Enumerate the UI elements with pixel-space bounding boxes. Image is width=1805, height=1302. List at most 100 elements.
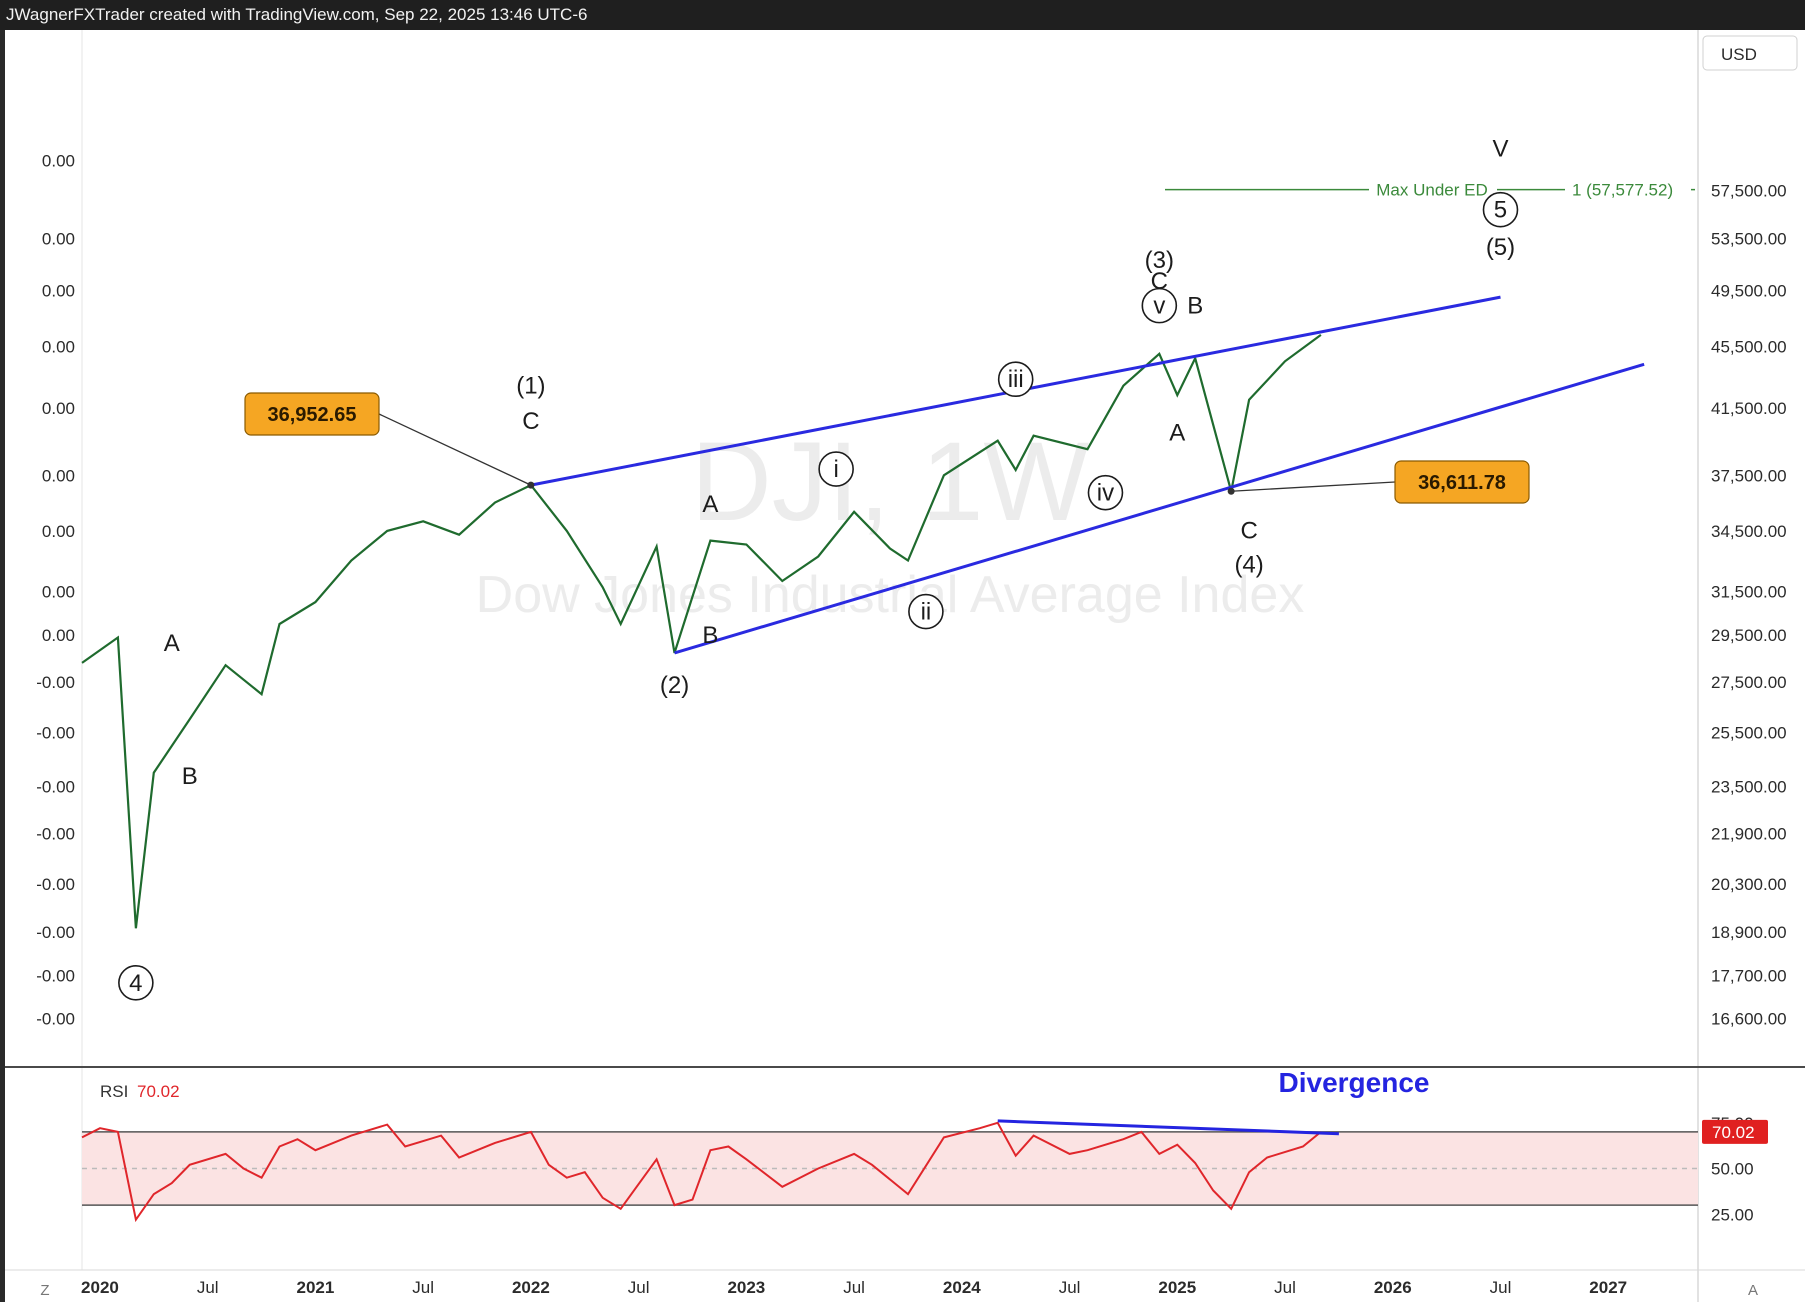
callout-anchor bbox=[527, 481, 535, 489]
left-tick-label: 0.00 bbox=[42, 522, 75, 541]
price-tick-label: 18,900.00 bbox=[1711, 923, 1787, 942]
price-chart[interactable]: DJI, 1W Dow Jones Industrial Average Ind… bbox=[5, 30, 1805, 1302]
price-callouts: 36,952.65 36,611.78 bbox=[244, 392, 1530, 504]
left-tick-label: 0.00 bbox=[42, 152, 75, 171]
wave-label: (3) bbox=[1145, 247, 1174, 274]
callout-anchor bbox=[1227, 487, 1235, 495]
price-tick-label: 27,500.00 bbox=[1711, 673, 1787, 692]
price-tick-label: 17,700.00 bbox=[1711, 967, 1787, 986]
rsi-band bbox=[82, 1131, 1698, 1206]
price-tick-label: 23,500.00 bbox=[1711, 778, 1787, 797]
price-tick-label: 16,600.00 bbox=[1711, 1009, 1787, 1028]
max-under-ed-value: 1 (57,577.52) bbox=[1572, 181, 1673, 200]
rsi-value-tag-text: 70.02 bbox=[1712, 1123, 1755, 1142]
time-tick-label: 2024 bbox=[943, 1278, 981, 1297]
price-axis[interactable]: 57,500.00 53,500.00 49,500.00 45,500.00 41,5… bbox=[1711, 182, 1787, 1225]
wave-label-circle bbox=[997, 361, 1034, 398]
wave-label: iv bbox=[1097, 480, 1114, 507]
time-axis[interactable]: 2020 Jul 2021 Jul 2022 Jul 2023 Jul 2024 Jul 2025 J… bbox=[81, 1278, 1627, 1297]
wave-label: A bbox=[1169, 420, 1185, 447]
wave-label: A bbox=[702, 491, 718, 518]
price-callout[interactable] bbox=[1394, 460, 1530, 504]
left-tick-label: 0.00 bbox=[42, 399, 75, 418]
left-tick-label: 0.00 bbox=[42, 281, 75, 300]
price-tick-label: 21,900.00 bbox=[1711, 825, 1787, 844]
wave-label: i bbox=[833, 456, 838, 483]
wave-label: iii bbox=[1008, 366, 1024, 393]
left-axis: 0.00 0.00 0.00 0.00 0.00 0.00 0.00 0.00 0.00 -0.0… bbox=[36, 152, 75, 1029]
price-tick-label: 49,500.00 bbox=[1711, 281, 1787, 300]
wave-label: (1) bbox=[516, 372, 545, 399]
left-tick-label: -0.00 bbox=[36, 875, 75, 894]
scale-button-auto[interactable]: A bbox=[1748, 1282, 1758, 1299]
wave-label-circle bbox=[1482, 191, 1519, 228]
time-tick-label: Jul bbox=[197, 1278, 219, 1297]
left-tick-label: 0.00 bbox=[42, 582, 75, 601]
rsi-value: 70.02 bbox=[137, 1082, 180, 1101]
left-tick-label: -0.00 bbox=[36, 967, 75, 986]
time-tick-label: 2022 bbox=[512, 1278, 550, 1297]
left-tick-label: -0.00 bbox=[36, 778, 75, 797]
level-label-bg bbox=[1369, 178, 1497, 201]
divergence-line[interactable] bbox=[997, 1119, 1339, 1136]
price-callout-text: 36,952.65 bbox=[268, 404, 357, 426]
wave-label: C bbox=[1240, 518, 1257, 545]
price-tick-label: 31,500.00 bbox=[1711, 582, 1787, 601]
left-tick-label: -0.00 bbox=[36, 673, 75, 692]
level-value-bg bbox=[1565, 178, 1691, 201]
wave-label: 4 bbox=[129, 970, 142, 997]
wave-label: C bbox=[1151, 268, 1168, 295]
time-tick-label: Jul bbox=[843, 1278, 865, 1297]
chart-frame: DJI, 1W Dow Jones Industrial Average Ind… bbox=[0, 30, 1805, 1302]
lower-channel-line[interactable] bbox=[674, 362, 1645, 655]
left-tick-label: 0.00 bbox=[42, 466, 75, 485]
rsi-tick-label: 50.00 bbox=[1711, 1160, 1754, 1179]
wave-label: 5 bbox=[1494, 197, 1507, 224]
wave-label-circle bbox=[1141, 287, 1178, 324]
left-tick-label: -0.00 bbox=[36, 723, 75, 742]
wave-label-circle bbox=[908, 593, 944, 630]
price-tick-label: 25,500.00 bbox=[1711, 723, 1787, 742]
currency-label: USD bbox=[1721, 45, 1757, 64]
time-tick-label: Jul bbox=[1274, 1278, 1296, 1297]
wave-label-circle bbox=[1087, 474, 1124, 511]
wave-label: B bbox=[1187, 293, 1203, 320]
wave-label: ii bbox=[921, 599, 932, 626]
price-series[interactable] bbox=[81, 334, 1322, 929]
price-tick-label: 20,300.00 bbox=[1711, 875, 1787, 894]
rsi-line bbox=[81, 1121, 1322, 1223]
wave-label: C bbox=[522, 408, 539, 435]
price-callout-text: 36,611.78 bbox=[1418, 472, 1506, 494]
wave-label: B bbox=[182, 763, 198, 790]
wave-label: (2) bbox=[660, 672, 689, 699]
time-tick-label: 2023 bbox=[727, 1278, 765, 1297]
scale-button-z[interactable]: Z bbox=[40, 1282, 49, 1299]
callout-leader bbox=[378, 413, 532, 486]
time-tick-label: 2027 bbox=[1589, 1278, 1627, 1297]
rsi-title: RSI bbox=[100, 1082, 128, 1101]
wave-label: v bbox=[1153, 293, 1165, 320]
price-callout[interactable] bbox=[244, 392, 380, 436]
price-tick-label: 34,500.00 bbox=[1711, 522, 1787, 541]
time-tick-label: Jul bbox=[1490, 1278, 1512, 1297]
wave-label-circle bbox=[818, 451, 854, 487]
time-tick-label: Jul bbox=[628, 1278, 650, 1297]
wave-label: (5) bbox=[1486, 234, 1515, 261]
left-tick-label: 0.00 bbox=[42, 230, 75, 249]
price-tick-label: 57,500.00 bbox=[1711, 182, 1787, 201]
price-tick-label: 29,500.00 bbox=[1711, 626, 1787, 645]
watermark-title: DJI, 1W bbox=[691, 419, 1090, 544]
time-tick-label: 2025 bbox=[1158, 1278, 1196, 1297]
attribution-bar: JWagnerFXTrader created with TradingView… bbox=[0, 0, 1805, 30]
watermark-subtitle: Dow Jones Industrial Average Index bbox=[476, 566, 1305, 624]
divergence-label: Divergence bbox=[1279, 1067, 1430, 1098]
rsi-value-tag bbox=[1702, 1119, 1768, 1144]
attribution-text: JWagnerFXTrader created with TradingView… bbox=[6, 5, 588, 24]
wave-label: (4) bbox=[1234, 552, 1263, 579]
left-tick-label: 0.00 bbox=[42, 337, 75, 356]
currency-button[interactable] bbox=[1702, 35, 1798, 71]
left-tick-label: 0.00 bbox=[42, 626, 75, 645]
time-tick-label: 2020 bbox=[81, 1278, 119, 1297]
time-tick-label: 2026 bbox=[1374, 1278, 1412, 1297]
